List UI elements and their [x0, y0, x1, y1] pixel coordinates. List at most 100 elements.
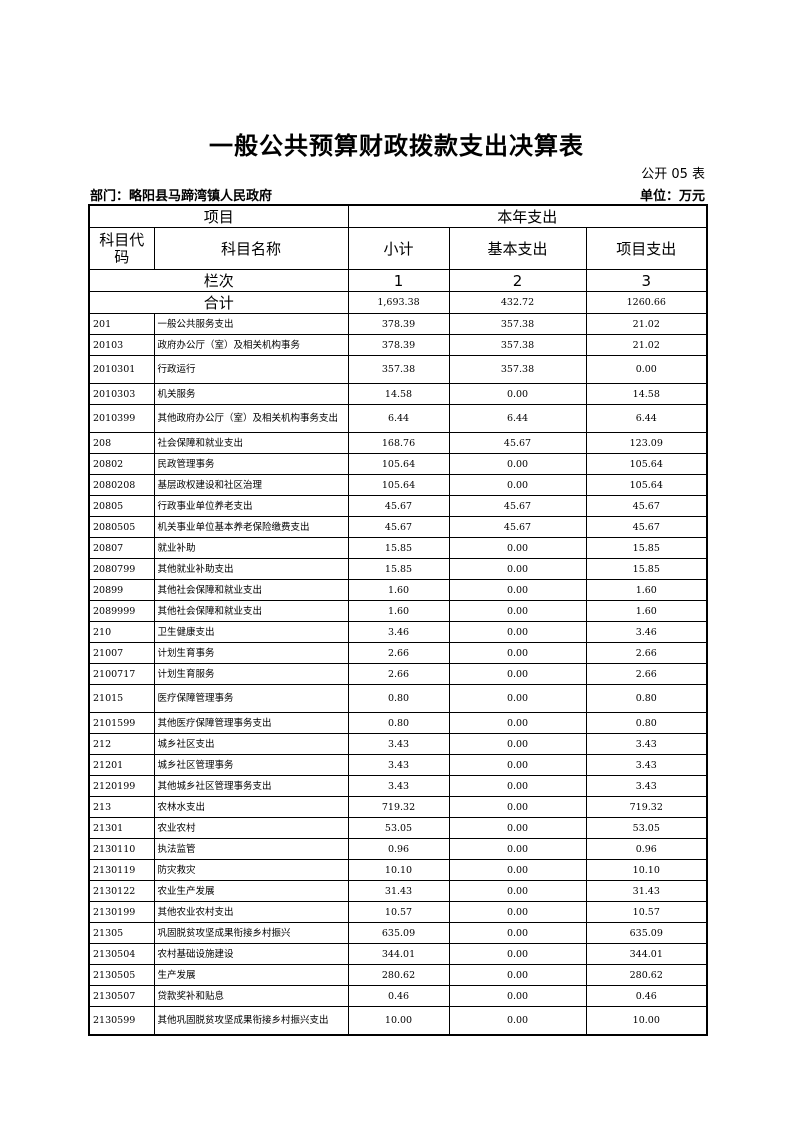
row-subtotal: 0.80: [347, 684, 450, 713]
row-subtotal: 31.43: [347, 880, 450, 902]
row-code: 2130110: [88, 838, 155, 860]
row-subtotal: 719.32: [347, 796, 450, 818]
row-basic: 0.00: [448, 600, 587, 622]
row-code: 210: [88, 621, 155, 643]
row-code: 2010301: [88, 355, 155, 384]
row-project: 280.62: [585, 964, 708, 986]
budget-table: 项目 本年支出 科目代码 科目名称 小计 基本支出 项目支出 栏次 1 2 3 …: [88, 204, 709, 1036]
row-project: 0.96: [585, 838, 708, 860]
row-subtotal: 3.43: [347, 754, 450, 776]
row-basic: 0.00: [448, 712, 587, 734]
table-row: 21015 医疗保障管理事务 0.80 0.00 0.80: [88, 684, 708, 713]
row-subtotal: 45.67: [347, 495, 450, 517]
row-subtotal: 10.10: [347, 859, 450, 881]
row-name: 农业生产发展: [153, 880, 349, 902]
row-name: 基层政权建设和社区治理: [153, 474, 349, 496]
row-name: 其他就业补助支出: [153, 558, 349, 580]
row-basic: 0.00: [448, 964, 587, 986]
row-basic: 0.00: [448, 859, 587, 881]
row-project: 635.09: [585, 922, 708, 944]
total-label: 合计: [88, 291, 349, 314]
row-basic: 0.00: [448, 1006, 587, 1036]
row-name: 农业农村: [153, 817, 349, 839]
row-name: 防灾救灾: [153, 859, 349, 881]
row-project: 21.02: [585, 313, 708, 335]
row-name: 医疗保障管理事务: [153, 684, 349, 713]
row-subtotal: 2.66: [347, 663, 450, 685]
row-name: 其他社会保障和就业支出: [153, 579, 349, 601]
row-subtotal: 344.01: [347, 943, 450, 965]
table-row: 2080505 机关事业单位基本养老保险缴费支出 45.67 45.67 45.67: [88, 516, 708, 538]
table-row: 20899 其他社会保障和就业支出 1.60 0.00 1.60: [88, 579, 708, 601]
row-code: 2130199: [88, 901, 155, 923]
table-row: 2130507 贷款奖补和贴息 0.46 0.00 0.46: [88, 985, 708, 1007]
total-basic: 432.72: [448, 291, 587, 314]
row-code: 2089999: [88, 600, 155, 622]
table-row: 201 一般公共服务支出 378.39 357.38 21.02: [88, 313, 708, 335]
unit-label: 单位：万元: [639, 189, 705, 204]
row-subtotal: 45.67: [347, 516, 450, 538]
row-project: 10.10: [585, 859, 708, 881]
row-code: 20103: [88, 334, 155, 356]
header-name: 科目名称: [153, 227, 349, 270]
total-subtotal: 1,693.38: [347, 291, 450, 314]
header-current-year: 本年支出: [347, 204, 708, 228]
row-subtotal: 1.60: [347, 579, 450, 601]
row-name: 其他政府办公厅（室）及相关机构事务支出: [153, 404, 349, 433]
header-basic: 基本支出: [448, 227, 587, 270]
row-project: 2.66: [585, 663, 708, 685]
row-project: 10.57: [585, 901, 708, 923]
row-basic: 0.00: [448, 621, 587, 643]
table-row: 2130199 其他农业农村支出 10.57 0.00 10.57: [88, 901, 708, 923]
row-code: 2130505: [88, 964, 155, 986]
row-name: 其他医疗保障管理事务支出: [153, 712, 349, 734]
row-code: 2130119: [88, 859, 155, 881]
table-row: 21305 巩固脱贫攻坚成果衔接乡村振兴 635.09 0.00 635.09: [88, 922, 708, 944]
row-project: 105.64: [585, 474, 708, 496]
row-basic: 0.00: [448, 922, 587, 944]
row-project: 0.80: [585, 712, 708, 734]
row-basic: 0.00: [448, 684, 587, 713]
row-project: 1.60: [585, 600, 708, 622]
row-name: 就业补助: [153, 537, 349, 559]
row-name: 计划生育服务: [153, 663, 349, 685]
row-name: 城乡社区管理事务: [153, 754, 349, 776]
column-index-2: 2: [448, 269, 587, 292]
row-code: 20899: [88, 579, 155, 601]
row-basic: 357.38: [448, 334, 587, 356]
row-code: 2130599: [88, 1006, 155, 1036]
row-project: 344.01: [585, 943, 708, 965]
table-row: 21201 城乡社区管理事务 3.43 0.00 3.43: [88, 754, 708, 776]
row-project: 2.66: [585, 642, 708, 664]
row-basic: 0.00: [448, 558, 587, 580]
row-subtotal: 15.85: [347, 558, 450, 580]
row-project: 53.05: [585, 817, 708, 839]
header-column-index: 栏次: [88, 269, 349, 292]
table-row: 20805 行政事业单位养老支出 45.67 45.67 45.67: [88, 495, 708, 517]
row-code: 2080208: [88, 474, 155, 496]
row-subtotal: 0.46: [347, 985, 450, 1007]
row-project: 21.02: [585, 334, 708, 356]
row-project: 15.85: [585, 537, 708, 559]
table-row: 2130505 生产发展 280.62 0.00 280.62: [88, 964, 708, 986]
row-name: 执法监管: [153, 838, 349, 860]
row-code: 21301: [88, 817, 155, 839]
row-name: 一般公共服务支出: [153, 313, 349, 335]
row-subtotal: 3.46: [347, 621, 450, 643]
row-basic: 0.00: [448, 880, 587, 902]
table-row: 21007 计划生育事务 2.66 0.00 2.66: [88, 642, 708, 664]
row-name: 农村基础设施建设: [153, 943, 349, 965]
row-basic: 0.00: [448, 754, 587, 776]
department-label: 部门：略阳县马蹄湾镇人民政府: [90, 189, 273, 204]
row-name: 机关事业单位基本养老保险缴费支出: [153, 516, 349, 538]
table-row: 2010303 机关服务 14.58 0.00 14.58: [88, 383, 708, 405]
row-name: 贷款奖补和贴息: [153, 985, 349, 1007]
row-name: 其他社会保障和就业支出: [153, 600, 349, 622]
row-name: 卫生健康支出: [153, 621, 349, 643]
row-code: 2010303: [88, 383, 155, 405]
row-project: 14.58: [585, 383, 708, 405]
row-subtotal: 105.64: [347, 453, 450, 475]
table-row: 20807 就业补助 15.85 0.00 15.85: [88, 537, 708, 559]
row-project: 31.43: [585, 880, 708, 902]
header-code: 科目代码: [88, 227, 155, 270]
